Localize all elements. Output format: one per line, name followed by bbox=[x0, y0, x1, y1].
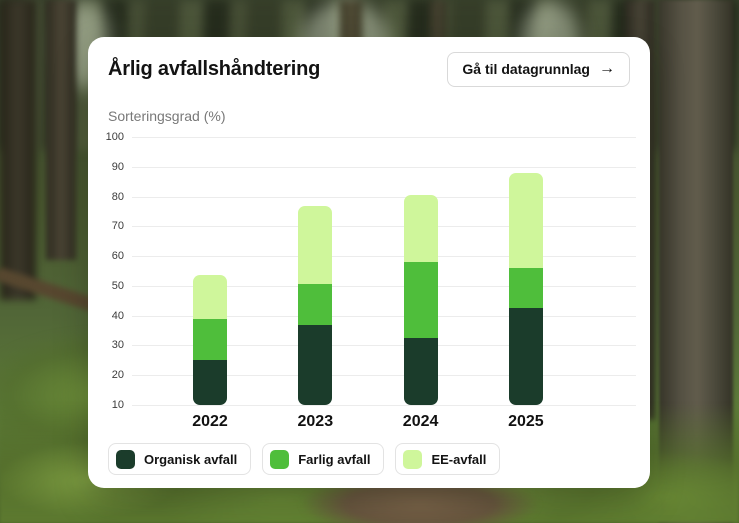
gridline bbox=[132, 256, 636, 258]
legend-label: EE-avfall bbox=[431, 451, 487, 467]
bar-2022-organisk-avfall[interactable] bbox=[193, 360, 227, 405]
y-tick-label: 80 bbox=[111, 190, 124, 203]
gridline bbox=[132, 166, 636, 168]
bar-2023-ee-avfall[interactable] bbox=[298, 205, 333, 285]
y-axis-tick-labels: 10 20 30 40 50 60 70 80 90 100 bbox=[88, 37, 124, 488]
legend-swatch-ee-avfall bbox=[403, 449, 423, 469]
tree-trunk bbox=[0, 0, 36, 300]
plot-area bbox=[132, 137, 636, 406]
y-tick-label: 30 bbox=[111, 339, 124, 352]
bar-2022-farlig-avfall[interactable] bbox=[193, 318, 227, 361]
gridline bbox=[132, 226, 636, 228]
page-title: Årlig avfallshåndtering bbox=[108, 57, 321, 80]
x-tick-label-2025: 2025 bbox=[508, 413, 544, 430]
card-header: Årlig avfallshåndtering Gå til datagrunn… bbox=[108, 49, 630, 89]
y-tick-label: 50 bbox=[111, 279, 124, 292]
legend-item-organisk-avfall[interactable]: Organisk avfall bbox=[108, 443, 252, 475]
bar-2025-farlig-avfall[interactable] bbox=[508, 268, 543, 309]
bar-2023-organisk-avfall[interactable] bbox=[298, 324, 333, 405]
gridline bbox=[132, 137, 636, 138]
bar-2023-farlig-avfall[interactable] bbox=[298, 284, 333, 325]
legend-swatch-organisk-avfall bbox=[116, 449, 135, 469]
x-tick-label-2024: 2024 bbox=[402, 413, 439, 430]
bar-2024-ee-avfall[interactable] bbox=[403, 195, 438, 263]
bar-2022-ee-avfall[interactable] bbox=[193, 275, 227, 319]
go-to-data-button-label: Gå til datagrunnlag bbox=[462, 61, 590, 77]
tree-trunk bbox=[46, 0, 76, 260]
gridline bbox=[132, 405, 636, 406]
legend-label: Organisk avfall bbox=[144, 451, 238, 467]
gridline bbox=[132, 285, 636, 287]
y-tick-label: 40 bbox=[111, 309, 124, 322]
arrow-right-icon: → bbox=[599, 60, 615, 77]
x-tick-label-2023: 2023 bbox=[297, 413, 334, 430]
y-tick-label: 10 bbox=[111, 399, 124, 411]
bar-2024-farlig-avfall[interactable] bbox=[403, 262, 438, 338]
gridline bbox=[132, 375, 636, 377]
go-to-data-button[interactable]: Gå til datagrunnlag → bbox=[447, 51, 630, 87]
bar-2025-ee-avfall[interactable] bbox=[508, 172, 543, 269]
y-tick-label: 100 bbox=[105, 131, 124, 143]
legend-swatch-farlig-avfall bbox=[270, 449, 290, 469]
chart-legend: Organisk avfall Farlig avfall EE-avfall bbox=[108, 443, 501, 475]
y-axis-title: Sorteringsgrad (%) bbox=[108, 108, 226, 124]
bar-2024-organisk-avfall[interactable] bbox=[403, 338, 438, 405]
gridline bbox=[132, 345, 636, 347]
gridline bbox=[132, 196, 636, 198]
legend-item-ee-avfall[interactable]: EE-avfall bbox=[395, 443, 501, 475]
y-tick-label: 60 bbox=[111, 250, 124, 263]
chart-card: Årlig avfallshåndtering Gå til datagrunn… bbox=[88, 37, 650, 488]
gridline bbox=[132, 315, 636, 317]
y-tick-label: 20 bbox=[111, 369, 124, 382]
legend-label: Farlig avfall bbox=[298, 451, 371, 467]
bar-2025-organisk-avfall[interactable] bbox=[508, 308, 543, 405]
legend-item-farlig-avfall[interactable]: Farlig avfall bbox=[262, 443, 385, 475]
y-tick-label: 70 bbox=[111, 220, 124, 233]
x-tick-label-2022: 2022 bbox=[192, 413, 228, 430]
y-tick-label: 90 bbox=[111, 160, 124, 173]
